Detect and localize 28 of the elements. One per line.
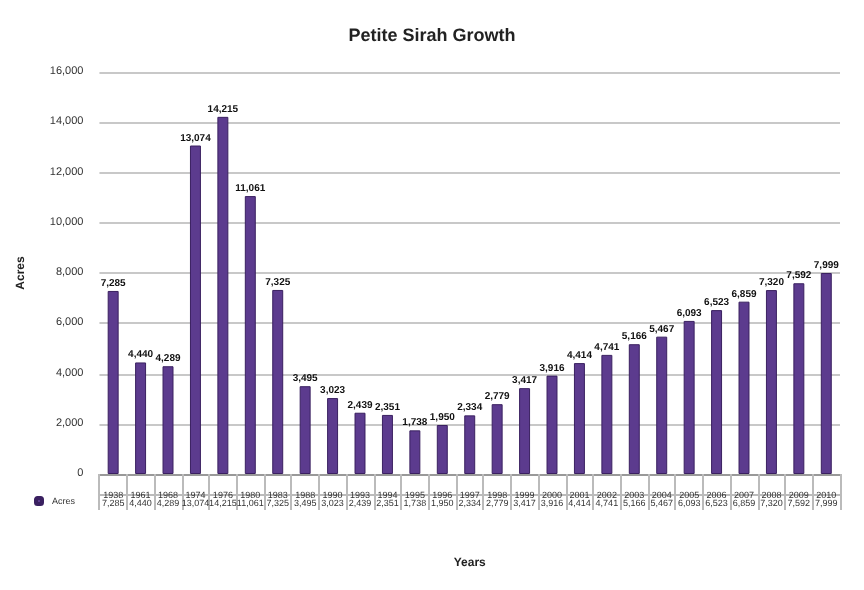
bar: [573, 363, 585, 474]
bar: [381, 414, 393, 474]
bar: [135, 362, 147, 474]
bar: [189, 145, 201, 474]
bar: [162, 366, 174, 474]
bar: [820, 273, 832, 474]
bar: [683, 320, 695, 474]
bar: [327, 398, 339, 474]
bar: [409, 430, 421, 474]
bar: [491, 404, 503, 474]
bar: [519, 388, 531, 474]
bar: [272, 289, 284, 474]
bar: [711, 310, 723, 474]
bar: [738, 301, 750, 474]
bar: [765, 290, 777, 474]
bar: [793, 283, 805, 474]
bar: [217, 116, 229, 474]
bar: [464, 415, 476, 474]
bar: [107, 290, 119, 474]
bar: [354, 412, 366, 474]
bar: [546, 375, 558, 474]
chart-title: Petite Sirah Growth: [348, 25, 516, 45]
bar: [656, 336, 668, 474]
bar: [628, 344, 640, 474]
bar: [299, 386, 311, 474]
bar: [244, 196, 256, 474]
bar: [436, 425, 448, 474]
bar: [601, 354, 613, 474]
